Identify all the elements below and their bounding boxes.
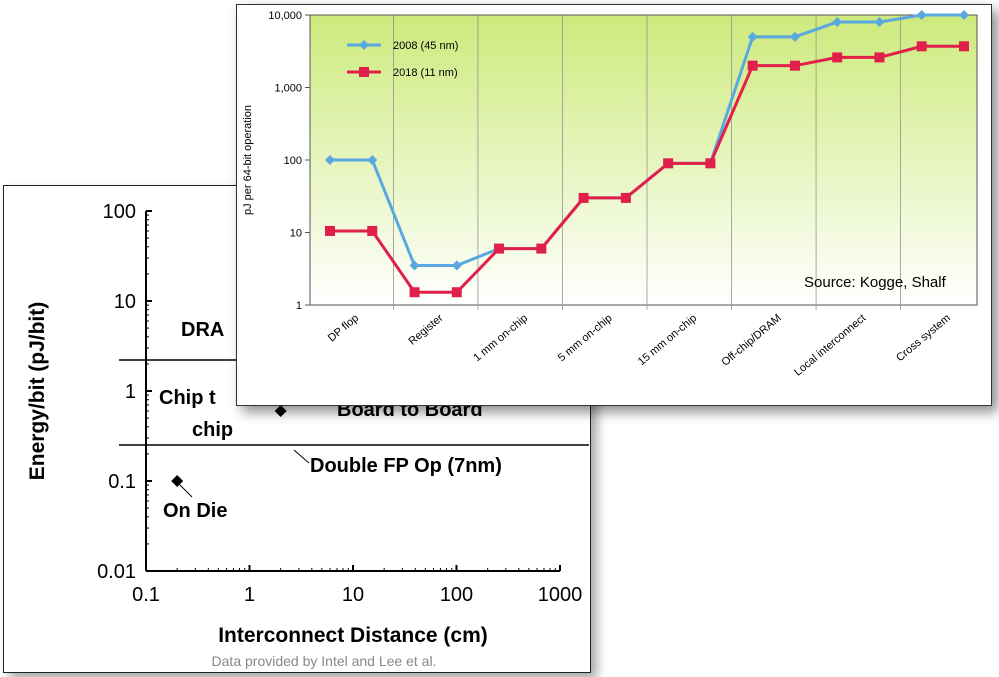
x-axis-label: Interconnect Distance (cm) — [218, 624, 488, 647]
series-2008-marker — [451, 260, 462, 271]
pj-per-operation-svg: 1 10 100 1,000 10,000 DP flop Register 1 mm on… — [242, 10, 978, 379]
y-tick-label: 1 — [296, 300, 302, 312]
y-tick-label: 1 — [125, 381, 136, 403]
y-tick-label: 10 — [114, 291, 136, 313]
x-tick-label: 1 — [244, 584, 255, 606]
series-2018-marker — [916, 41, 927, 52]
x-tick-label: DP flop — [326, 312, 361, 344]
series-2008-marker — [325, 155, 335, 165]
data-point-on-die — [171, 475, 184, 487]
y-tick-label: 100 — [284, 155, 302, 167]
x-tick-label: 10 — [342, 584, 364, 606]
x-tick-label: 5 mm on-chip — [556, 312, 615, 364]
x-tick-label: 15 mm on-chip — [636, 312, 699, 368]
source-note: Data provided by Intel and Lee et al. — [212, 653, 437, 669]
y-tick-label: 1,000 — [274, 83, 302, 95]
pj-per-operation-chart: 1 10 100 1,000 10,000 DP flop Register 1 mm on… — [236, 4, 992, 406]
series-2008-marker — [409, 260, 420, 271]
y-tick-label: 0.1 — [108, 471, 136, 493]
series-2018-marker — [536, 243, 547, 254]
annotation-double-fp-op: Double FP Op (7nm) — [310, 455, 502, 477]
x-tick-label: Cross system — [894, 312, 953, 364]
y-axis-label: Energy/bit (pJ/bit) — [26, 302, 49, 481]
x-tick-label: 0.1 — [132, 584, 160, 606]
series-2018-marker — [705, 158, 716, 169]
series-2008-marker — [959, 10, 969, 20]
data-point-board-to-board — [274, 404, 287, 417]
series-2008-marker — [747, 31, 758, 42]
series-2018-marker — [494, 243, 505, 254]
y-tick-label: 0.01 — [97, 561, 136, 583]
legend-2018: 2018 (11 nm) — [393, 67, 458, 79]
x-tick-label: Register — [406, 312, 445, 348]
y-tick-label: 10,000 — [268, 10, 302, 22]
series-2008-marker — [367, 155, 378, 165]
x-tick-label: Off-chip/DRAM — [720, 312, 784, 369]
series-2008-marker — [874, 17, 885, 28]
series-2018-marker — [620, 192, 631, 203]
series-2018-marker — [832, 52, 843, 63]
legend: 2008 (45 nm) 2018 (11 nm) — [347, 40, 458, 79]
y-tick-label: 10 — [290, 228, 302, 240]
series-2018-marker — [663, 158, 674, 169]
series-2008-marker — [832, 17, 843, 28]
x-tick-label: 100 — [440, 584, 473, 606]
y-axis-label: pJ per 64-bit operation — [242, 105, 254, 215]
leader-double-fp — [293, 449, 310, 464]
x-tick-label: Local interconnect — [792, 312, 868, 379]
annotation-chip-to: Chip t — [159, 387, 216, 409]
series-2018-marker — [367, 225, 378, 236]
series-2018-marker — [874, 52, 885, 63]
series-2018-marker — [578, 192, 589, 203]
series-2018-marker — [789, 60, 800, 71]
series-line-1 — [330, 44, 964, 294]
series-2008-marker — [789, 31, 800, 42]
annotation-chip: chip — [192, 419, 233, 441]
series-2018-marker — [959, 41, 969, 52]
x-tick-label: 1000 — [538, 584, 583, 606]
plot-area — [309, 14, 978, 306]
y-tick-label: 100 — [103, 201, 136, 223]
annotation-on-die: On Die — [163, 500, 227, 522]
series-2018-marker — [325, 225, 335, 236]
series-2018-marker — [747, 60, 758, 71]
series-2008-marker — [916, 10, 927, 20]
legend-2008: 2008 (45 nm) — [393, 40, 458, 52]
series-2018-marker — [451, 287, 462, 298]
leader-on-die — [177, 482, 193, 498]
source-note: Source: Kogge, Shalf — [804, 274, 947, 291]
series-2018-marker — [409, 287, 420, 298]
x-tick-label: 1 mm on-chip — [471, 312, 530, 364]
annotation-dram: DRA — [181, 319, 224, 341]
